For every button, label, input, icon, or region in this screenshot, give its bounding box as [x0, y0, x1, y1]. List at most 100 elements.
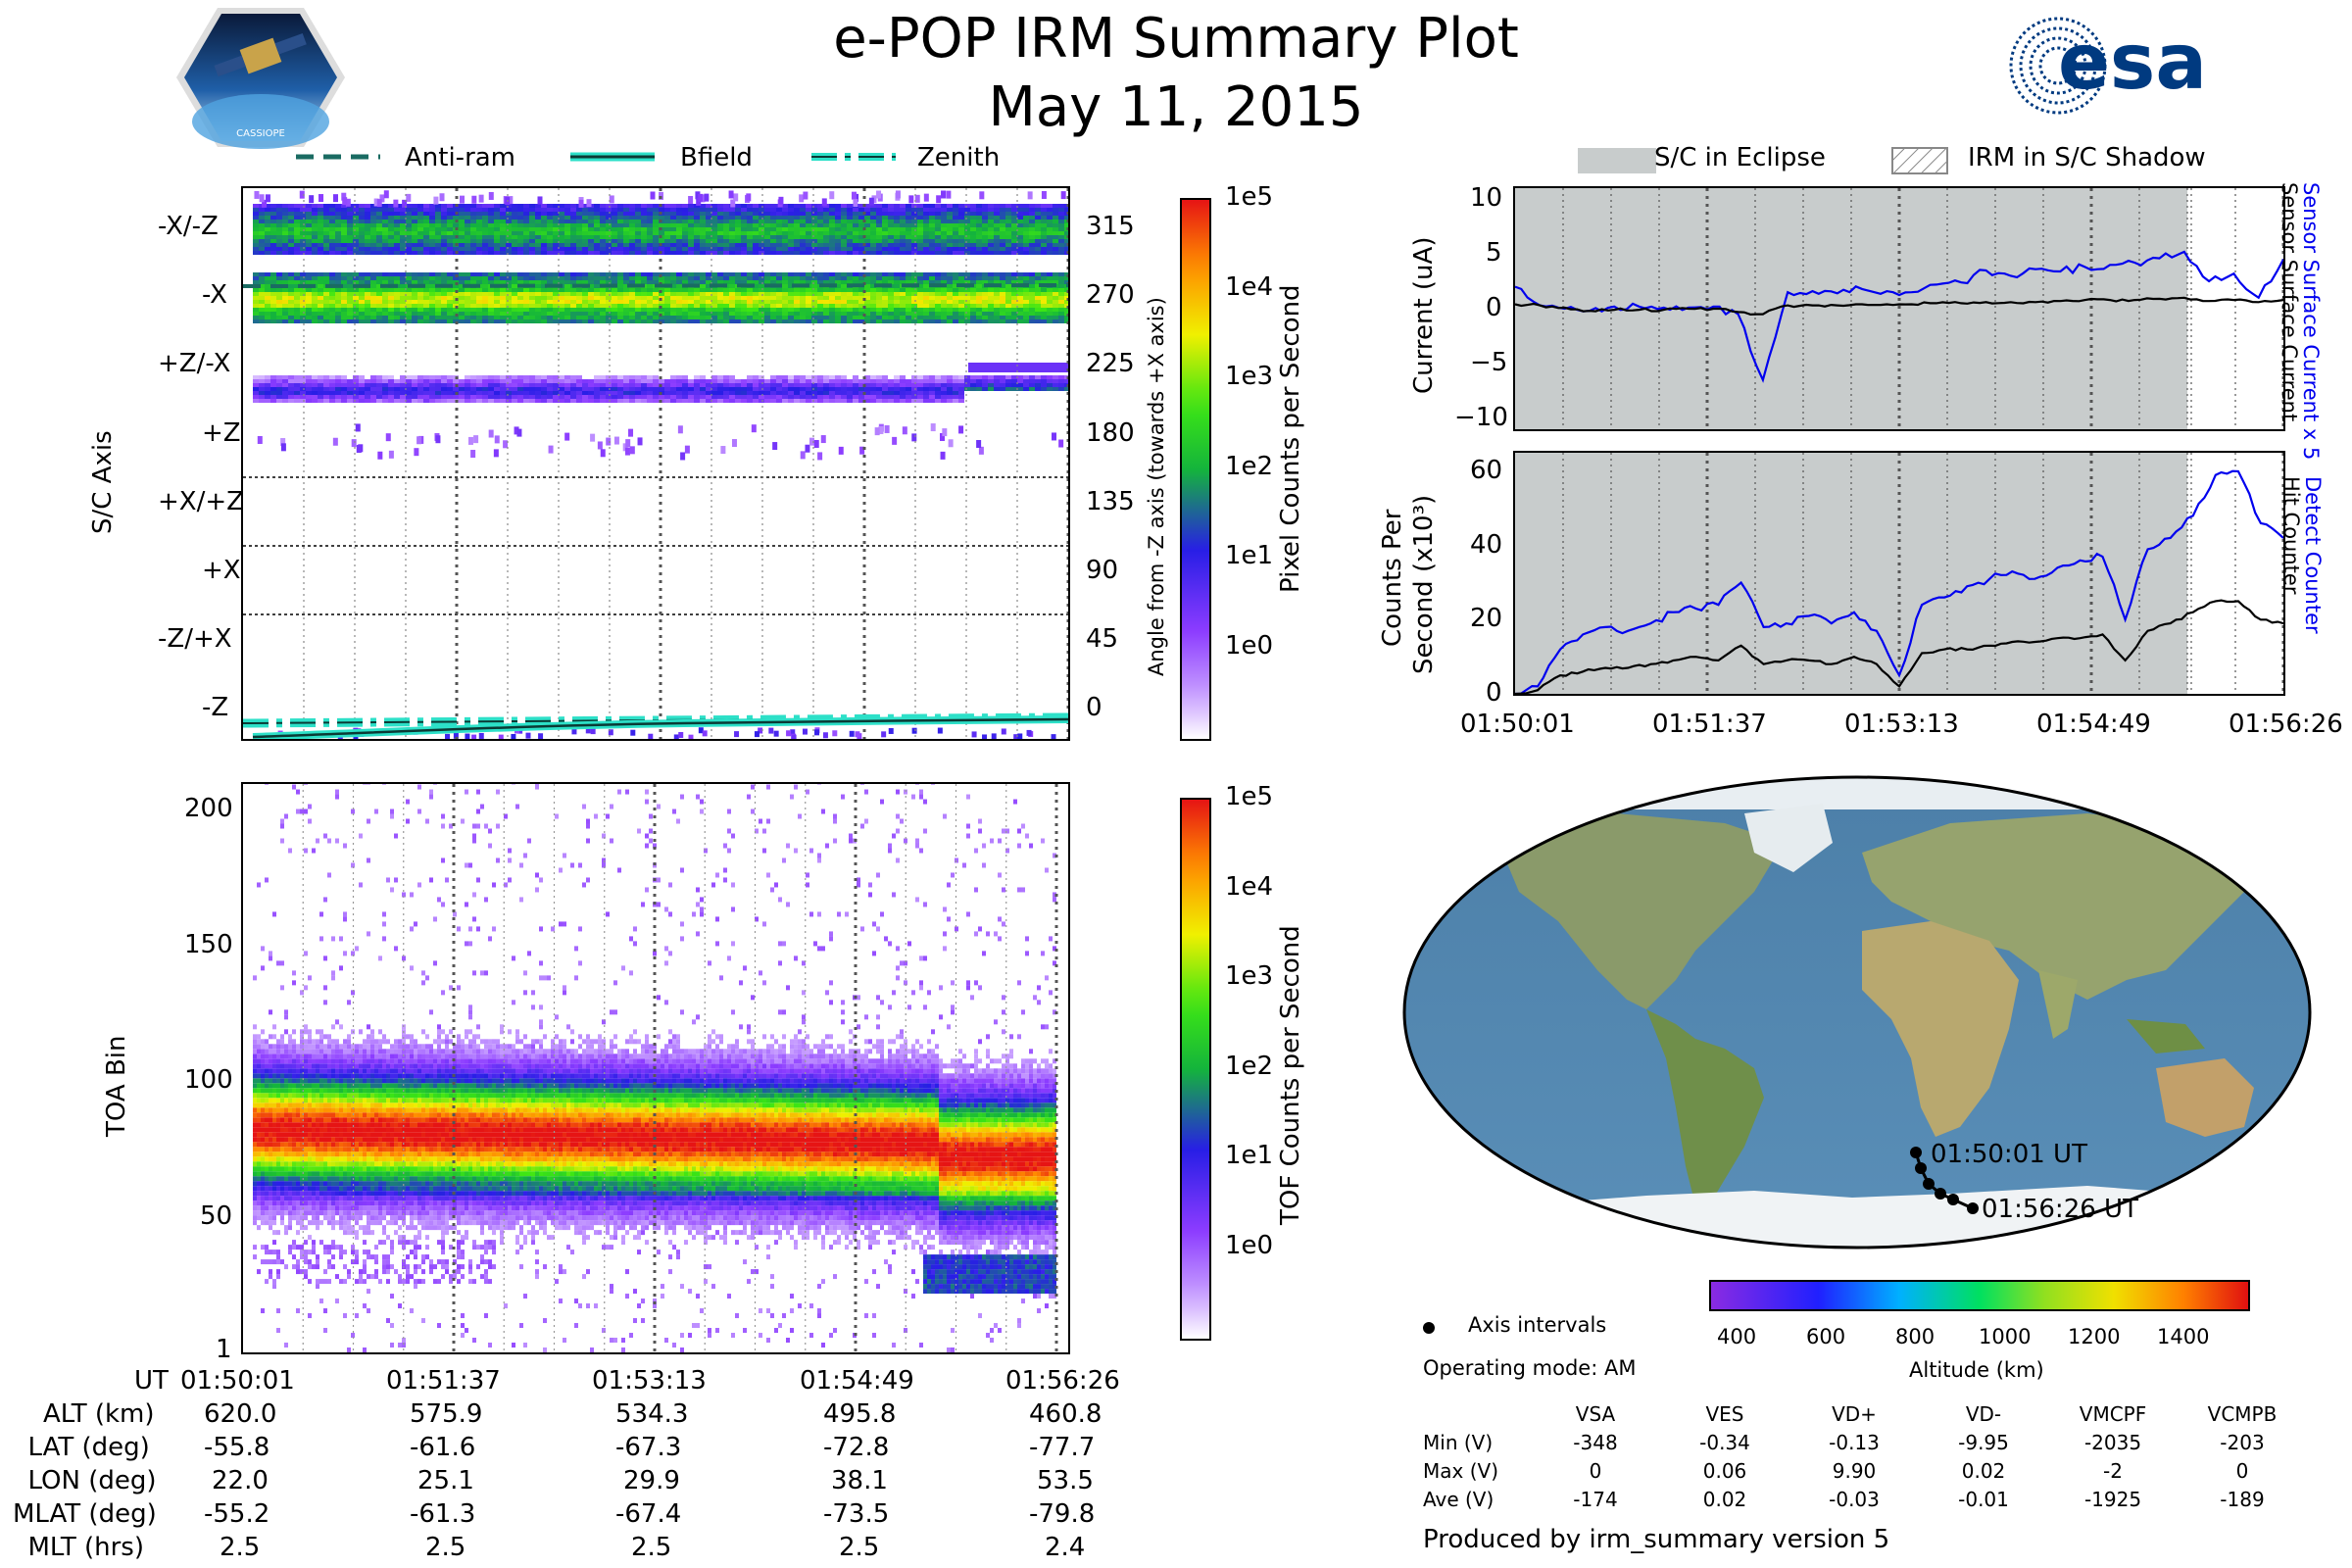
ephem-cell-3-3: 38.1	[831, 1466, 888, 1495]
sc-right-tick-7: 0	[1086, 693, 1102, 723]
ephem-label-4: MLAT (deg)	[13, 1499, 157, 1529]
toa-ylabel: TOA Bin	[102, 1035, 131, 1137]
ephem-cell-2-2: -67.3	[615, 1433, 682, 1462]
anti-ram-line	[243, 283, 1068, 288]
sc-right-tick-4: 135	[1086, 486, 1135, 516]
orbit-point-4	[1947, 1194, 1959, 1205]
tof-cbar-tick-0: 1e5	[1225, 782, 1274, 811]
pixel-cbar-tick-4: 1e1	[1225, 541, 1274, 570]
tof-cbar-tick-5: 1e0	[1225, 1230, 1274, 1260]
orbit-point-1	[1915, 1162, 1927, 1174]
greenland-landmass	[1744, 804, 1833, 872]
counts-panel	[1513, 451, 2285, 696]
toa-ytick-1: 150	[184, 929, 233, 959]
ephem-cell-3-5: 2.5	[839, 1533, 880, 1562]
esa-logo: esa	[2009, 17, 2207, 115]
bfield-legend-line	[570, 152, 655, 162]
toa-panel	[241, 782, 1070, 1354]
ephem-cell-2-0: 01:53:13	[592, 1366, 707, 1396]
sc-band-xz	[253, 204, 1068, 255]
pixel-counts-colorbar-label: Pixel Counts per Second	[1276, 284, 1305, 593]
counts-xtick-0: 01:50:01	[1460, 710, 1575, 739]
counts-plot	[1515, 453, 2283, 694]
altitude-tick-2: 800	[1895, 1325, 1936, 1348]
bfield-line-core	[252, 717, 1068, 739]
page-date: May 11, 2015	[988, 75, 1364, 139]
counts-ylabel-2: Second (x10³)	[1409, 494, 1439, 674]
australia-landmass	[2156, 1058, 2254, 1137]
voltage-row-min: Min (V) -348 -0.34 -0.13 -9.95 -2035 -203	[1423, 1430, 2265, 1454]
sc-axis-spectrogram	[243, 188, 1068, 739]
ephem-label-3: LON (deg)	[27, 1466, 157, 1495]
legend-anti-ram: Anti-ram	[405, 143, 516, 172]
axis-interval-marker	[1423, 1322, 1435, 1334]
ephem-cell-1-0: 01:51:37	[386, 1366, 501, 1396]
pixel-cbar-tick-3: 1e2	[1225, 451, 1274, 481]
pixel-cbar-tick-0: 1e5	[1225, 182, 1274, 212]
altitude-colorbar	[1709, 1280, 2250, 1311]
altitude-tick-1: 600	[1806, 1325, 1846, 1348]
tof-cbar-tick-2: 1e3	[1225, 961, 1274, 991]
curSvg-ytick-0: 10	[1470, 183, 1503, 214]
ephem-label-2: LAT (deg)	[27, 1433, 150, 1462]
sc-band-zx	[253, 375, 1068, 403]
current-right-label-black: Sensor Surface Current	[2278, 182, 2301, 422]
altitude-label: Altitude (km)	[1909, 1358, 2044, 1382]
counts-xtick-3: 01:54:49	[2036, 710, 2151, 739]
ephem-cell-0-5: 2.5	[220, 1533, 261, 1562]
ephem-cell-2-5: 2.5	[631, 1533, 672, 1562]
ephem-label-0: UT	[134, 1366, 169, 1396]
ephem-cell-4-2: -77.7	[1029, 1433, 1096, 1462]
ephem-cell-1-3: 25.1	[417, 1466, 474, 1495]
cassiope-logo-text: CASSIOPE	[236, 128, 285, 139]
ephem-label-1: ALT (km)	[43, 1399, 155, 1429]
tof-cbar-tick-3: 1e2	[1225, 1051, 1274, 1081]
cntSvg-series-1	[1515, 599, 2283, 694]
cassiope-logo: CASSIOPE	[176, 8, 345, 149]
current-panel	[1513, 186, 2285, 431]
ephem-cell-0-1: 620.0	[204, 1399, 277, 1429]
ephem-cell-1-1: 575.9	[410, 1399, 483, 1429]
orbit-point-5	[1967, 1202, 1979, 1214]
legend-eclipse: S/C in Eclipse	[1654, 143, 1826, 172]
operating-mode: Operating mode: AM	[1423, 1356, 1637, 1380]
orbit-end-label: 01:56:26 UT	[1982, 1195, 2138, 1224]
counts-right-label-blue: Detect Counter	[2301, 476, 2325, 634]
pixel-cbar-tick-2: 1e3	[1225, 362, 1274, 391]
africa-landmass	[1862, 921, 2019, 1137]
eclipse-legend-swatch	[1578, 148, 1656, 173]
ephem-cell-4-0: 01:56:26	[1005, 1366, 1120, 1396]
ephem-cell-3-0: 01:54:49	[800, 1366, 914, 1396]
sc-axis-right-label: Angle from -Z axis (towards +X axis)	[1145, 297, 1168, 676]
toa-ytick-0: 200	[184, 793, 233, 823]
pixel-cbar-tick-5: 1e0	[1225, 630, 1274, 661]
south-america-landmass	[1646, 1009, 1764, 1205]
voltage-row-max: Max (V) 0 0.06 9.90 0.02 -2 0	[1423, 1458, 2249, 1483]
toa-ytick-3: 50	[200, 1201, 233, 1232]
current-ylabel: Current (uA)	[1409, 236, 1439, 394]
counts-xtick-4: 01:56:26	[2229, 710, 2343, 739]
ephem-cell-4-5: 2.4	[1045, 1533, 1086, 1562]
esa-logo-text: esa	[2058, 19, 2207, 107]
toa-heatmap-cells	[253, 784, 1056, 1352]
ephem-cell-0-0: 01:50:01	[180, 1366, 295, 1396]
voltage-table: VSA VES VD+ VD- VMCPF VCMPB Min (V) -348…	[1423, 1399, 2307, 1513]
sc-left-tick-7: -Z	[202, 693, 229, 723]
india-landmass	[2038, 970, 2078, 1039]
ephem-cell-3-2: -72.8	[823, 1433, 890, 1462]
toa-ytick-4: 1	[216, 1335, 232, 1364]
voltage-col-ves: VES	[1705, 1401, 1744, 1426]
ephem-cell-2-4: -67.4	[615, 1499, 682, 1529]
sc-left-tick-3: +Z	[202, 417, 241, 448]
ephem-cell-1-4: -61.3	[410, 1499, 476, 1529]
curSvg-ytick-4: −10	[1454, 402, 1508, 432]
sc-left-tick-6: -Z/+X	[158, 624, 232, 655]
sc-left-tick-5: +X	[202, 556, 241, 585]
toa-spectrogram	[253, 784, 1058, 1352]
orbit-point-0	[1910, 1147, 1922, 1158]
ephem-cell-3-4: -73.5	[823, 1499, 890, 1529]
sc-right-tick-3: 180	[1086, 417, 1135, 448]
legend-irm-shadow: IRM in S/C Shadow	[1968, 143, 2206, 172]
curSvg-ytick-2: 0	[1486, 293, 1502, 322]
orbit-point-2	[1923, 1178, 1935, 1190]
